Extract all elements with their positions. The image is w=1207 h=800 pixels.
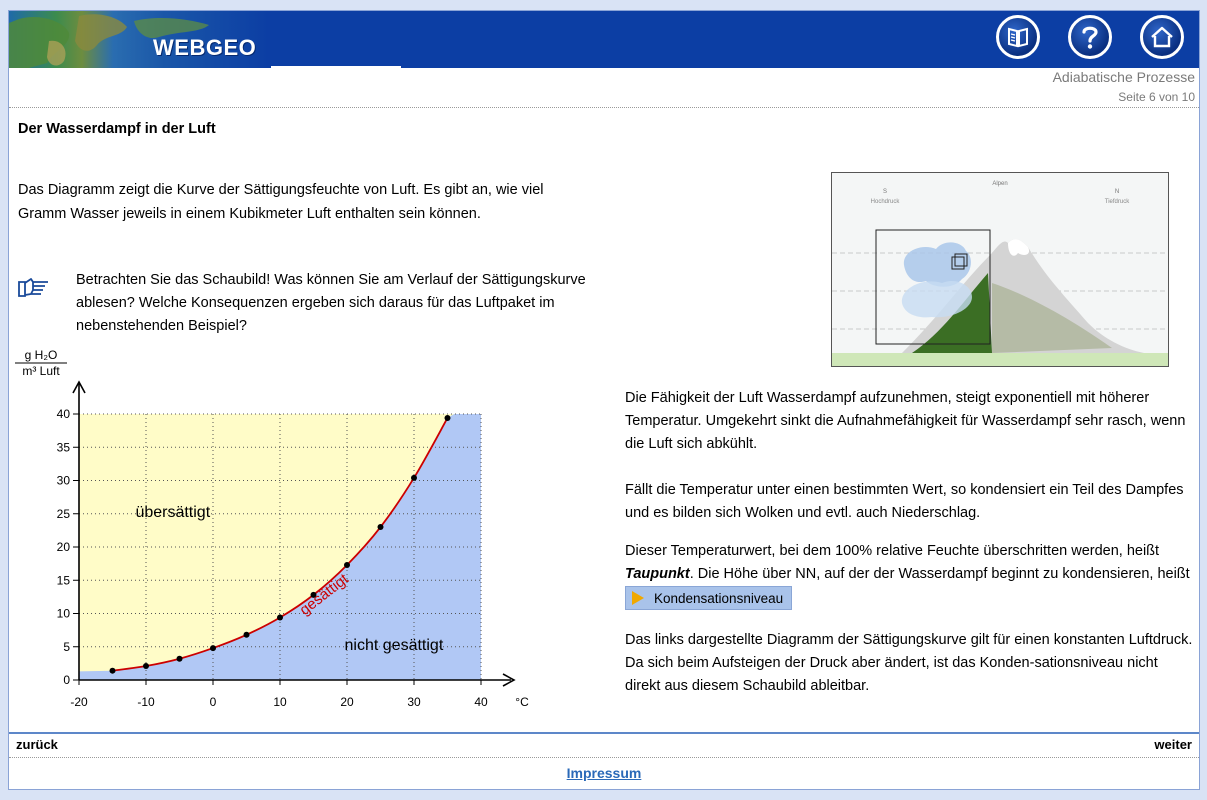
- header-underline: [271, 66, 401, 69]
- footer-divider: [9, 732, 1199, 734]
- header-bar: WEBGEO: [9, 11, 1199, 69]
- paragraph-3-text-b: . Die Höhe über NN, auf der der Wasserda…: [689, 566, 1190, 582]
- data-point: [277, 614, 283, 621]
- logo-text: WEBGEO: [153, 35, 257, 60]
- saturation-chart: g H₂O m³ Luft 0 5 10 15 20 25 30 35 40 -20 -10 0 10 2…: [15, 348, 529, 709]
- data-point: [377, 524, 384, 531]
- y-tick-label: 20: [57, 540, 71, 554]
- y-tick-label: 15: [57, 573, 71, 587]
- illus-left-dir: S: [883, 189, 887, 195]
- task-text: Betrachten Sie das Schaubild! Was können…: [76, 272, 586, 334]
- y-tick-label: 40: [57, 407, 71, 421]
- x-tick-label: -10: [137, 695, 155, 709]
- alps-illustration: Alpen S Hochdruck N Tiefdruck: [831, 172, 1169, 367]
- world-map-graphic: [9, 14, 209, 68]
- book-button[interactable]: [996, 15, 1040, 59]
- kondensationsniveau-label: Kondensationsniveau: [654, 590, 784, 606]
- x-tick-label: -20: [70, 695, 88, 709]
- y-tick-label: 0: [63, 673, 70, 687]
- y-tick-label: 30: [57, 474, 71, 488]
- data-point: [176, 655, 183, 662]
- y-tick-label: 35: [57, 440, 71, 454]
- data-point: [143, 663, 149, 670]
- divider-bottom: [9, 757, 1199, 758]
- y-tick-label: 25: [57, 507, 71, 521]
- data-point: [210, 645, 216, 652]
- illus-right-sub: Tiefdruck: [1105, 199, 1130, 205]
- logo-map: WEBGEO: [9, 11, 269, 68]
- x-axis-arrow: [502, 673, 516, 687]
- paragraph-1: Die Fähigkeit der Luft Wasserdampf aufzu…: [625, 390, 1186, 452]
- help-button[interactable]: [1068, 15, 1112, 59]
- x-tick-label: 0: [210, 695, 217, 709]
- y-tick-label: 5: [63, 640, 70, 654]
- paragraph-4: Das links dargestellte Diagramm der Sätt…: [625, 632, 1193, 694]
- y-tick-label: 10: [57, 607, 71, 621]
- page-frame: WEBGEO Adiabatische Prozesse: [8, 10, 1200, 790]
- x-axis-label: °C: [515, 695, 529, 709]
- paragraph-2: Fällt die Temperatur unter einen bestimm…: [625, 482, 1184, 521]
- x-tick-label: 40: [474, 695, 488, 709]
- page-title: Der Wasserdampf in der Luft: [18, 121, 216, 137]
- y-axis-label-denominator: m³ Luft: [22, 364, 60, 378]
- taupunkt-term: Taupunkt: [625, 566, 690, 582]
- data-point: [411, 474, 417, 481]
- x-tick-label: 30: [407, 695, 421, 709]
- home-icon: [1151, 26, 1173, 48]
- x-tick-label: 10: [273, 695, 287, 709]
- divider-top: [9, 107, 1199, 108]
- data-point: [109, 667, 116, 674]
- x-tick-label: 20: [340, 695, 354, 709]
- illus-left-sub: Hochdruck: [871, 199, 901, 205]
- impressum-link[interactable]: Impressum: [566, 765, 642, 781]
- next-link[interactable]: weiter: [1154, 737, 1192, 752]
- y-axis-label-numerator: g H₂O: [25, 348, 58, 362]
- kondensationsniveau-button[interactable]: Kondensationsniveau: [625, 586, 793, 610]
- illus-top-label: Alpen: [992, 181, 1007, 187]
- data-point: [444, 414, 451, 421]
- paragraph-3: Dieser Temperaturwert, bei dem 100% rela…: [625, 540, 1195, 610]
- region-label-unsaturated: nicht gesättigt: [345, 637, 444, 654]
- data-point: [310, 591, 317, 598]
- lesson-title: Adiabatische Prozesse: [1052, 69, 1195, 85]
- y-axis-arrow: [72, 380, 86, 394]
- region-label-supersaturated: übersättigt: [135, 504, 210, 521]
- help-icon: [1082, 26, 1098, 49]
- play-icon: [632, 591, 644, 605]
- data-point: [344, 561, 350, 568]
- book-icon: [1008, 27, 1028, 48]
- intro-text: Das Diagramm zeigt die Kurve der Sättigu…: [18, 182, 544, 222]
- page-indicator: Seite 6 von 10: [1118, 90, 1195, 104]
- pointing-hand-icon: [17, 276, 51, 303]
- home-button[interactable]: [1140, 15, 1184, 59]
- unsaturated-region: [79, 414, 481, 680]
- data-point: [243, 631, 250, 638]
- illus-right-dir: N: [1115, 189, 1119, 195]
- paragraph-3-text-a: Dieser Temperaturwert, bei dem 100% rela…: [625, 543, 1160, 559]
- back-link[interactable]: zurück: [16, 737, 58, 752]
